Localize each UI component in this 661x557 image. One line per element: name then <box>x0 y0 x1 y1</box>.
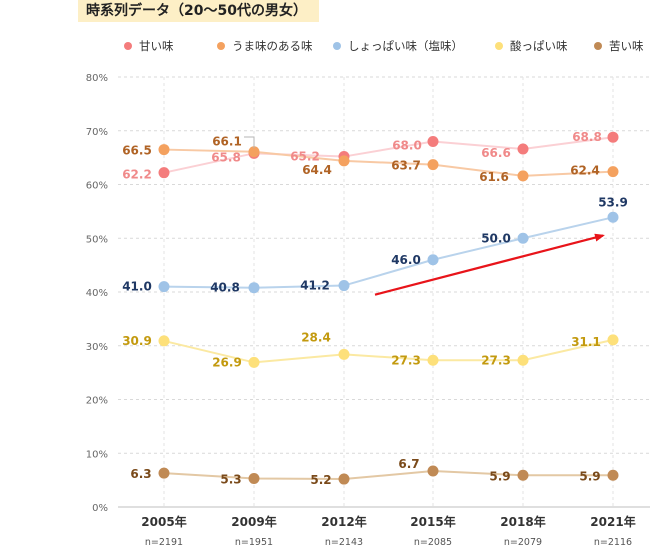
data-label: 61.6 <box>479 170 509 184</box>
data-point <box>248 356 260 368</box>
data-label: 46.0 <box>391 253 421 267</box>
data-label: 62.2 <box>122 168 152 182</box>
data-point <box>607 334 619 346</box>
data-point <box>517 469 529 481</box>
data-label: 31.1 <box>571 335 601 349</box>
data-label: 30.9 <box>122 334 152 348</box>
data-point <box>427 254 439 266</box>
y-tick-label: 10% <box>86 449 108 460</box>
data-label: 27.3 <box>481 353 511 367</box>
legend-marker <box>495 42 503 50</box>
data-label: 68.0 <box>392 139 422 153</box>
data-label: 41.2 <box>300 279 330 293</box>
data-point <box>517 143 529 155</box>
data-point <box>427 465 439 477</box>
data-label: 66.6 <box>481 146 511 160</box>
sample-size-label: n=2085 <box>414 537 452 548</box>
sample-size-label: n=2191 <box>145 537 183 548</box>
data-point <box>427 354 439 366</box>
y-tick-label: 40% <box>86 288 108 299</box>
x-tick-label: 2009年 <box>231 514 276 529</box>
legend-marker <box>333 42 341 50</box>
legend-marker <box>124 42 132 50</box>
data-point <box>158 335 170 347</box>
data-point <box>248 146 260 158</box>
data-label: 63.7 <box>391 159 421 173</box>
x-tick-label: 2021年 <box>590 514 635 529</box>
label-leader-line <box>244 136 255 148</box>
y-tick-label: 80% <box>86 73 108 84</box>
y-tick-label: 50% <box>86 234 108 245</box>
x-tick-label: 2012年 <box>321 514 366 529</box>
data-label: 5.2 <box>310 473 331 487</box>
legend-marker <box>594 42 602 50</box>
data-point <box>607 166 619 178</box>
data-point <box>427 136 439 147</box>
data-point <box>338 348 350 360</box>
data-point <box>248 473 260 485</box>
data-point <box>517 354 529 366</box>
legend-label: うま味のある味 <box>232 39 313 53</box>
series-line <box>163 216 614 289</box>
legend-marker <box>217 42 225 50</box>
data-label: 68.8 <box>572 130 602 144</box>
y-tick-label: 60% <box>86 181 108 192</box>
data-label: 5.9 <box>489 469 510 483</box>
data-label: 64.4 <box>302 163 332 177</box>
data-label: 65.8 <box>211 150 241 164</box>
data-point <box>158 281 170 293</box>
data-label: 28.4 <box>301 330 331 344</box>
data-label: 41.0 <box>122 280 152 294</box>
data-label: 50.0 <box>481 231 511 245</box>
data-label: 65.2 <box>290 150 320 164</box>
data-point <box>158 144 170 156</box>
legend-label: 酸っぱい味 <box>510 39 568 53</box>
data-label: 6.3 <box>130 467 151 481</box>
sample-size-label: n=1951 <box>235 537 273 548</box>
sample-size-label: n=2116 <box>594 537 632 548</box>
data-point <box>158 467 170 479</box>
data-point <box>517 232 529 244</box>
series-line <box>163 148 614 177</box>
x-tick-label: 2018年 <box>500 514 545 529</box>
legend-label: 苦い味 <box>609 39 644 53</box>
data-label: 26.9 <box>212 355 242 369</box>
data-label: 5.9 <box>579 469 600 483</box>
y-tick-label: 0% <box>92 503 108 514</box>
legend-label: しょっぱい味（塩味） <box>348 39 463 53</box>
trend-arrow <box>374 233 605 296</box>
data-label: 53.9 <box>598 195 628 209</box>
data-label: 66.5 <box>122 144 152 158</box>
series-line <box>163 469 613 481</box>
data-label: 40.8 <box>210 281 240 295</box>
data-point <box>158 167 170 179</box>
data-label: 6.7 <box>398 457 419 471</box>
y-tick-label: 30% <box>86 342 108 353</box>
data-point <box>607 131 619 143</box>
legend-label: 甘い味 <box>139 39 174 53</box>
sample-size-label: n=2143 <box>325 537 363 548</box>
series-line <box>163 136 614 174</box>
data-label: 5.3 <box>220 473 241 487</box>
x-tick-label: 2005年 <box>141 514 186 529</box>
sample-size-label: n=2079 <box>504 537 542 548</box>
data-point <box>517 170 529 182</box>
data-point <box>338 280 350 292</box>
y-tick-label: 20% <box>86 396 108 407</box>
data-point <box>427 159 439 171</box>
data-label: 66.1 <box>212 135 242 149</box>
data-point <box>607 469 619 481</box>
data-point <box>338 473 350 485</box>
data-point <box>338 155 350 167</box>
data-label: 62.4 <box>570 164 600 178</box>
data-point <box>607 211 619 223</box>
x-tick-label: 2015年 <box>410 514 455 529</box>
series-line <box>163 338 614 364</box>
data-point <box>248 282 260 294</box>
data-label: 27.3 <box>391 353 421 367</box>
chart-title: 時系列データ（20〜50代の男女） <box>78 0 319 22</box>
y-tick-label: 70% <box>86 127 108 138</box>
